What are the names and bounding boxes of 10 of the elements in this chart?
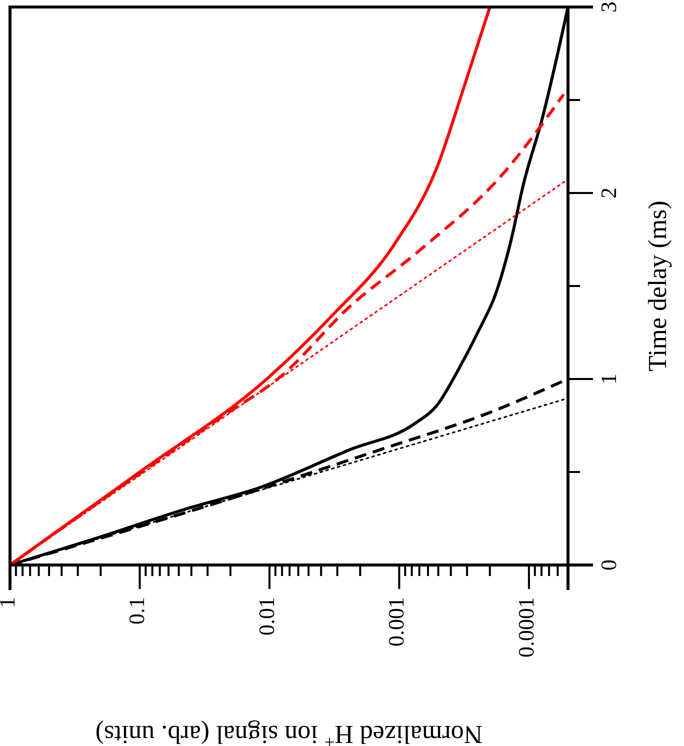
y-tick-label: 2 [596,188,621,198]
x-tick-label: 1 [0,597,20,608]
x-tick-label: 0.01 [254,597,279,636]
y-tick-label: 0 [596,560,621,570]
y-tick-label: 3 [596,2,621,12]
y-axis-title: Time delay (ms) [643,200,672,372]
x-tick-label: 0.001 [384,597,409,646]
x-tick-label: 0.0001 [513,597,538,658]
y-tick-label: 1 [596,374,621,384]
x-tick-label: 0.1 [124,597,150,624]
